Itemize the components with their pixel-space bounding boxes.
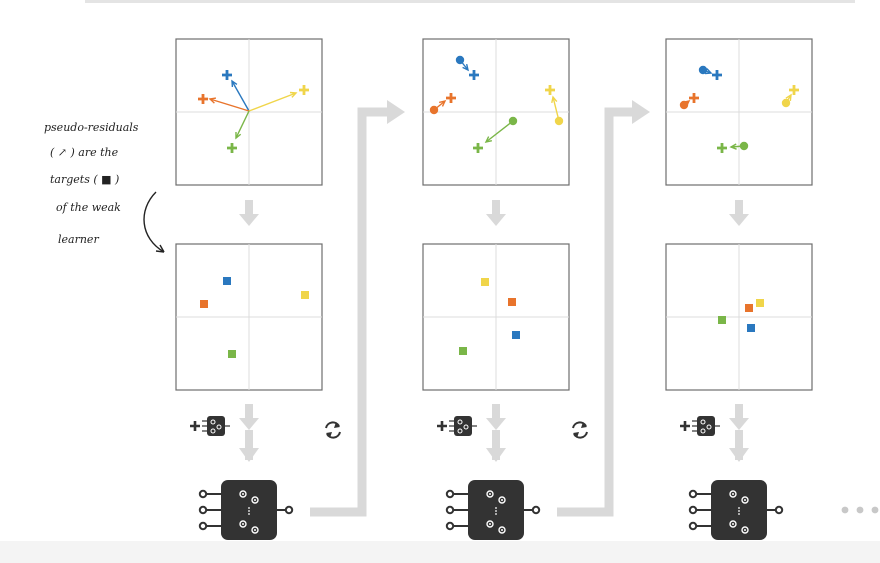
- target-plus-icon: [545, 85, 555, 95]
- pseudo-residual-arrow: [235, 110, 250, 140]
- learner-chip-icon: [688, 480, 784, 540]
- annotation-line-5: learner: [58, 233, 99, 246]
- target-square: [747, 324, 755, 332]
- pseudo-residual-arrow: [433, 99, 447, 111]
- flow-connector-1: [310, 100, 405, 517]
- pseudo-residual-arrow: [785, 93, 792, 104]
- pseudo-residual-arrow: [208, 97, 250, 112]
- target-square: [756, 299, 764, 307]
- annotation-arrow: [143, 191, 165, 253]
- annotation-line-2: ( ↗ ) are the: [50, 146, 119, 159]
- down-arrowhead: [486, 448, 506, 462]
- annotation-arrowhead: [155, 244, 165, 253]
- target-plus-icon: [227, 143, 237, 153]
- target-square: [718, 316, 726, 324]
- target-square: [512, 331, 520, 339]
- target-square: [301, 291, 309, 299]
- add-learner-icon: [680, 416, 720, 436]
- down-arrow: [239, 200, 259, 226]
- target-plus-icon: [446, 93, 456, 103]
- column-2: [422, 38, 570, 540]
- weak-learner-targets-plot-2: [422, 243, 570, 391]
- annotation-line-3: targets ( ■ ): [50, 173, 119, 186]
- target-square: [228, 350, 236, 358]
- down-arrow: [729, 404, 749, 430]
- pseudo-residual-arrow: [551, 95, 560, 122]
- column-3: [665, 38, 813, 540]
- target-square: [200, 300, 208, 308]
- target-square: [223, 277, 231, 285]
- residuals-plot-3: [665, 38, 813, 186]
- down-arrow: [486, 404, 506, 430]
- pseudo-residual-arrow: [702, 68, 713, 75]
- target-plus-icon: [222, 70, 232, 80]
- learner-chip-icon: [445, 480, 541, 540]
- bottom-band: [0, 541, 880, 563]
- pseudo-residual-arrow: [682, 99, 691, 107]
- pseudo-residual-arrow: [484, 120, 514, 143]
- annotation: pseudo-residuals ( ↗ ) are the targets (…: [44, 121, 165, 253]
- down-arrow-stem: [245, 430, 253, 460]
- down-arrow-stem: [735, 430, 743, 460]
- down-arrow: [486, 200, 506, 226]
- weak-learner-targets-plot-3: [665, 243, 813, 391]
- annotation-line-4: of the weak: [56, 201, 121, 214]
- flow-connectors: [310, 100, 650, 517]
- target-square: [508, 298, 516, 306]
- flow-connector-2: [557, 100, 650, 517]
- add-learner-icon: [437, 416, 477, 436]
- cycle-arrows-icon: [325, 421, 341, 439]
- down-arrow-stem: [492, 430, 500, 460]
- target-plus-icon: [198, 94, 208, 104]
- pseudo-residual-arrow: [459, 59, 470, 72]
- residuals-plot-1: [175, 38, 323, 186]
- top-divider: [85, 0, 855, 3]
- target-plus-icon: [712, 70, 722, 80]
- learner-chip-icon: [198, 480, 294, 540]
- cycle-arrows-icon: [572, 421, 588, 439]
- down-arrow: [239, 404, 259, 430]
- target-plus-icon: [689, 93, 699, 103]
- target-square: [745, 304, 753, 312]
- annotation-line-1: pseudo-residuals: [44, 121, 139, 134]
- column-1: [175, 38, 323, 540]
- target-plus-icon: [473, 143, 483, 153]
- target-plus-icon: [717, 143, 727, 153]
- weak-learner-targets-plot-1: [175, 243, 323, 391]
- target-square: [459, 347, 467, 355]
- residuals-plot-2: [422, 38, 570, 186]
- target-plus-icon: [789, 85, 799, 95]
- down-arrow: [729, 200, 749, 226]
- pseudo-residual-arrow: [729, 143, 745, 150]
- add-learner-icon: [190, 416, 230, 436]
- continuation-dots-icon: [841, 506, 879, 514]
- target-square: [481, 278, 489, 286]
- down-arrowhead: [239, 448, 259, 462]
- target-plus-icon: [469, 70, 479, 80]
- pseudo-residual-arrow: [248, 91, 298, 112]
- down-arrowhead: [729, 448, 749, 462]
- target-plus-icon: [299, 85, 309, 95]
- pseudo-residual-arrow: [231, 79, 250, 112]
